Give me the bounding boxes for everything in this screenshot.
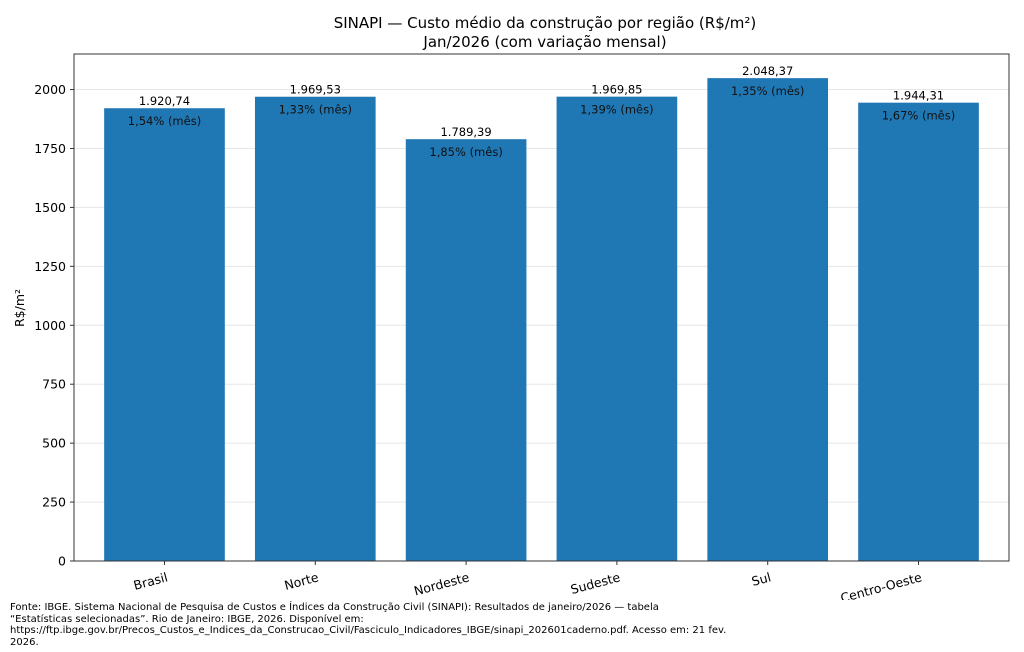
y-tick-label: 1000: [34, 318, 66, 333]
bar-centro-oeste: [858, 102, 979, 562]
bar-sul: [707, 78, 829, 562]
bar-variation-label: 1,35% (mês): [731, 84, 804, 98]
bar-brasil: [104, 108, 225, 562]
y-tick-label: 0: [58, 554, 66, 569]
bar-nordeste: [405, 139, 527, 561]
bar-chart: SINAPI — Custo médio da construção por r…: [12, 14, 1010, 600]
y-tick-label: 750: [42, 377, 66, 392]
bar-variation-label: 1,54% (mês): [128, 114, 201, 128]
gridlines: [74, 89, 1009, 503]
bar-sudeste: [556, 96, 678, 562]
y-tick-label: 500: [42, 436, 66, 451]
bar-value-label: 1.969,53: [290, 83, 341, 97]
bar-variation-label: 1,33% (mês): [279, 103, 352, 117]
y-tick-label: 250: [42, 495, 66, 510]
y-axis-label: R$/m²: [12, 289, 27, 327]
x-tick-label: Nordeste: [412, 569, 471, 598]
chart-subtitle: Jan/2026 (com variação mensal): [422, 33, 666, 51]
bar-value-label: 1.969,85: [591, 83, 642, 97]
x-tick-label: Norte: [283, 569, 321, 593]
chart-title: SINAPI — Custo médio da construção por r…: [334, 14, 757, 32]
bar-variation-label: 1,39% (mês): [580, 103, 653, 117]
source-footnote: Fonte: IBGE. Sistema Nacional de Pesquis…: [10, 602, 727, 648]
bar-value-label: 1.944,31: [893, 89, 944, 103]
x-tick-label: Sul: [750, 569, 773, 588]
y-tick-label: 2000: [34, 82, 66, 97]
bar-value-label: 1.789,39: [440, 125, 491, 139]
bar-variation-label: 1,85% (mês): [429, 145, 502, 159]
x-axis-ticks: Brasil Norte Nordeste Sudeste Sul Centro-Oest…: [132, 561, 924, 600]
y-axis-ticks: 0 250 500 750 1000 1250 1500 1750 2000: [34, 82, 74, 569]
bar-norte: [254, 96, 376, 561]
x-tick-label: Brasil: [132, 569, 170, 593]
bars: [104, 78, 979, 562]
y-tick-label: 1250: [34, 259, 66, 274]
bar-value-label: 2.048,37: [742, 64, 793, 78]
bar-value-label: 1.920,74: [139, 94, 190, 108]
bar-variation-label: 1,67% (mês): [882, 109, 955, 123]
x-tick-label: Sudeste: [569, 569, 622, 597]
y-tick-label: 1500: [34, 200, 66, 215]
x-tick-label: Centro-Oeste: [839, 569, 924, 600]
plot-frame: [73, 53, 1010, 562]
bar-labels: 1.920,74 1,54% (mês) 1.969,53 1,33% (mês) 1.…: [128, 64, 955, 159]
y-tick-label: 1750: [34, 141, 66, 156]
